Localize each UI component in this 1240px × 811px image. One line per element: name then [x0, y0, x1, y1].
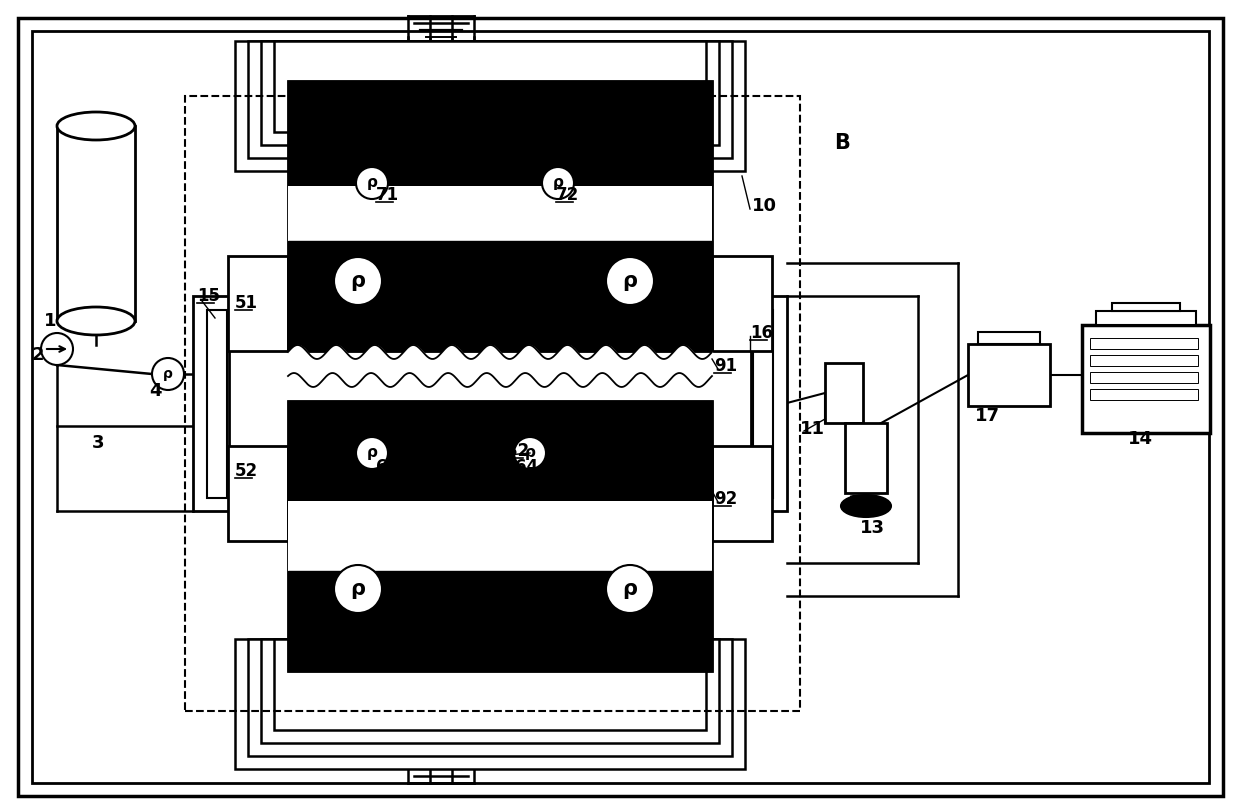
Ellipse shape — [841, 495, 892, 517]
Bar — [228, 256, 288, 351]
Text: 10: 10 — [751, 197, 777, 215]
Bar — [236, 639, 745, 769]
Bar — [1090, 372, 1198, 383]
Text: 82: 82 — [506, 442, 529, 460]
Text: 11: 11 — [800, 420, 825, 438]
Ellipse shape — [57, 112, 135, 140]
Bar — [751, 296, 787, 511]
Text: B: B — [835, 133, 849, 153]
Text: 15: 15 — [197, 287, 219, 305]
Text: 92: 92 — [714, 490, 738, 508]
Bar — [288, 81, 712, 186]
Bar — [185, 96, 800, 711]
Ellipse shape — [57, 307, 135, 335]
Bar — [274, 639, 706, 730]
Text: 1: 1 — [43, 312, 56, 330]
Bar — [207, 310, 227, 498]
Bar — [978, 332, 1040, 344]
Text: ρ: ρ — [553, 175, 563, 191]
Bar — [288, 401, 712, 671]
Text: 4: 4 — [149, 382, 161, 400]
Circle shape — [153, 358, 184, 390]
Bar — [712, 446, 773, 541]
Bar — [968, 344, 1050, 406]
Text: 72: 72 — [556, 186, 579, 204]
Text: 17: 17 — [975, 407, 999, 425]
Text: ρ: ρ — [622, 579, 637, 599]
Text: 2: 2 — [32, 346, 45, 364]
Bar — [288, 241, 712, 351]
Bar — [274, 41, 706, 132]
Text: 52: 52 — [236, 462, 258, 480]
Bar — [288, 81, 712, 351]
Text: ρ: ρ — [622, 271, 637, 291]
Text: ρ: ρ — [351, 579, 366, 599]
Bar — [1090, 389, 1198, 400]
Text: 16: 16 — [750, 324, 773, 342]
Circle shape — [334, 257, 382, 305]
Bar — [193, 296, 229, 511]
Text: 64: 64 — [515, 458, 538, 476]
Text: ρ: ρ — [525, 445, 536, 461]
Bar — [753, 310, 773, 498]
Bar — [248, 639, 732, 756]
Bar — [288, 186, 712, 241]
Bar — [1083, 325, 1210, 433]
Bar — [228, 446, 288, 541]
Bar — [712, 256, 773, 351]
Text: 71: 71 — [376, 186, 399, 204]
Text: 51: 51 — [236, 294, 258, 312]
Bar — [844, 423, 887, 493]
Circle shape — [606, 257, 653, 305]
Text: 13: 13 — [861, 519, 885, 537]
Circle shape — [334, 565, 382, 613]
Bar — [248, 41, 732, 158]
Circle shape — [41, 333, 73, 365]
Text: ρ: ρ — [367, 175, 377, 191]
Text: 14: 14 — [1128, 430, 1153, 448]
Bar — [288, 501, 712, 571]
Bar — [825, 363, 863, 423]
Text: ρ: ρ — [367, 445, 377, 461]
Bar — [1090, 355, 1198, 366]
Bar — [260, 639, 719, 743]
Circle shape — [606, 565, 653, 613]
Bar — [260, 41, 719, 145]
Text: 91: 91 — [714, 357, 737, 375]
Text: 12: 12 — [848, 494, 873, 512]
Circle shape — [356, 437, 388, 469]
Bar — [57, 126, 135, 321]
Bar — [1112, 303, 1180, 311]
Circle shape — [515, 437, 546, 469]
Circle shape — [542, 167, 574, 199]
Bar — [288, 401, 712, 506]
Text: ρ: ρ — [164, 367, 172, 381]
Text: ρ: ρ — [351, 271, 366, 291]
Bar — [288, 571, 712, 671]
Text: 3: 3 — [92, 434, 104, 452]
Bar — [1090, 338, 1198, 349]
Bar — [1096, 311, 1197, 325]
Text: 63: 63 — [376, 458, 399, 476]
Circle shape — [356, 167, 388, 199]
Bar — [236, 41, 745, 171]
